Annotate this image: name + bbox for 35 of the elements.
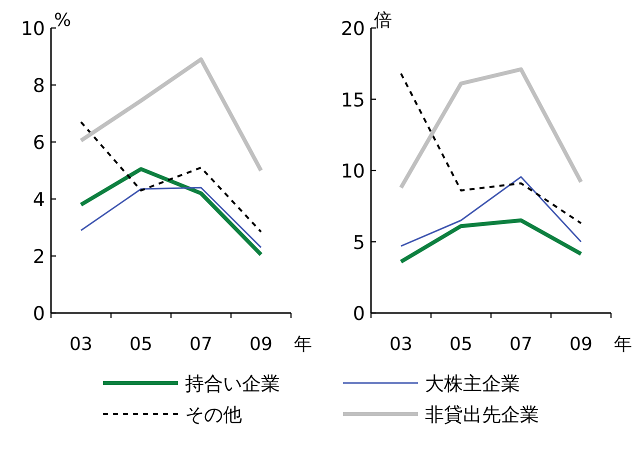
x-tick-label: 09	[250, 334, 272, 355]
x-tick-label: 03	[70, 334, 92, 355]
legend-label: その他	[185, 404, 242, 426]
line-series	[399, 218, 583, 264]
y-tick-label: 5	[352, 232, 365, 254]
line-series	[79, 57, 263, 172]
line-series	[399, 67, 583, 190]
y-tick-label: 20	[340, 18, 365, 40]
y-tick-label: 0	[352, 303, 365, 325]
x-tick-label: 07	[190, 334, 212, 355]
x-tick-label: 05	[130, 334, 152, 355]
y-tick-label: 0	[32, 303, 45, 325]
x-tick-label: 09	[570, 334, 592, 355]
y-axis-title: 倍	[374, 10, 392, 31]
x-tick-label: 05	[450, 334, 472, 355]
legend-label: 大株主企業	[425, 373, 520, 395]
y-tick-label: 15	[340, 89, 365, 112]
line-series	[80, 121, 262, 233]
x-axis-title: 年	[614, 334, 632, 355]
line-series	[400, 176, 582, 247]
y-tick-label: 8	[32, 75, 45, 97]
x-axis-title: 年	[294, 334, 312, 355]
y-tick-label: 10	[20, 18, 45, 40]
y-tick-label: 4	[32, 189, 45, 211]
y-tick-label: 10	[340, 160, 365, 182]
line-series	[80, 186, 262, 248]
y-tick-label: 6	[32, 132, 45, 154]
line-series	[79, 167, 263, 257]
y-axis-title: %	[54, 10, 72, 31]
legend-label: 持合い企業	[185, 373, 280, 395]
legend-label: 非貸出先企業	[425, 404, 539, 426]
x-tick-label: 03	[390, 334, 412, 355]
x-tick-label: 07	[510, 334, 532, 355]
y-tick-label: 2	[32, 246, 45, 268]
line-series	[400, 72, 582, 224]
